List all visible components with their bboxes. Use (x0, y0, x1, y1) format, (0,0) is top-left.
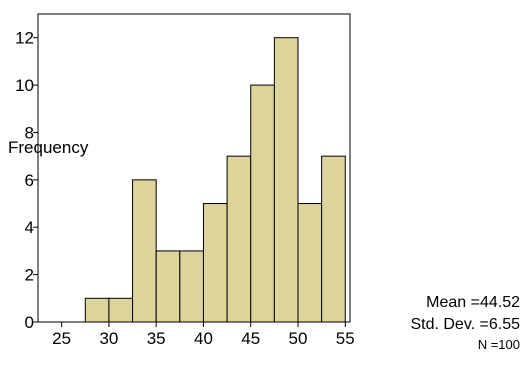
y-tick-label: 4 (25, 218, 34, 237)
histogram-bar (250, 84, 275, 323)
histogram-bar (202, 203, 228, 323)
histogram-bar (226, 155, 252, 323)
histogram-bar (321, 155, 346, 323)
plot-frame (37, 13, 351, 323)
bars-group (84, 37, 346, 323)
y-axis: 0 2 4 6 8 10 12 (15, 29, 38, 332)
histogram-bar (155, 250, 181, 323)
stats-box: Mean =44.52 Std. Dev. =6.55 N =100 (410, 292, 520, 354)
y-tick-label: 6 (25, 171, 34, 190)
x-tick-label: 45 (241, 329, 260, 348)
y-tick-label: 8 (25, 123, 34, 142)
y-tick-label: 2 (25, 266, 34, 285)
stat-mean: Mean =44.52 (426, 294, 520, 311)
x-tick-label: 40 (194, 329, 213, 348)
histogram-bar (132, 179, 157, 323)
histogram-bar (84, 297, 110, 323)
y-tick-label: 12 (15, 29, 34, 48)
y-axis-label: Frequency (8, 138, 89, 157)
histogram-bar (297, 203, 323, 323)
x-tick-label: 35 (147, 329, 166, 348)
y-tick-label: 10 (15, 76, 34, 95)
x-tick-label: 30 (99, 329, 118, 348)
stat-std-dev: Std. Dev. =6.55 (410, 316, 520, 333)
x-tick-label: 55 (336, 329, 355, 348)
histogram-bar (108, 297, 134, 323)
x-axis: 25 30 35 40 45 50 55 (52, 322, 355, 348)
x-tick-label: 25 (52, 329, 71, 348)
stat-n: N =100 (477, 337, 520, 352)
x-tick-label: 50 (289, 329, 308, 348)
histogram-bar (273, 37, 299, 323)
histogram-bar (179, 250, 204, 323)
y-tick-label: 0 (25, 313, 34, 332)
